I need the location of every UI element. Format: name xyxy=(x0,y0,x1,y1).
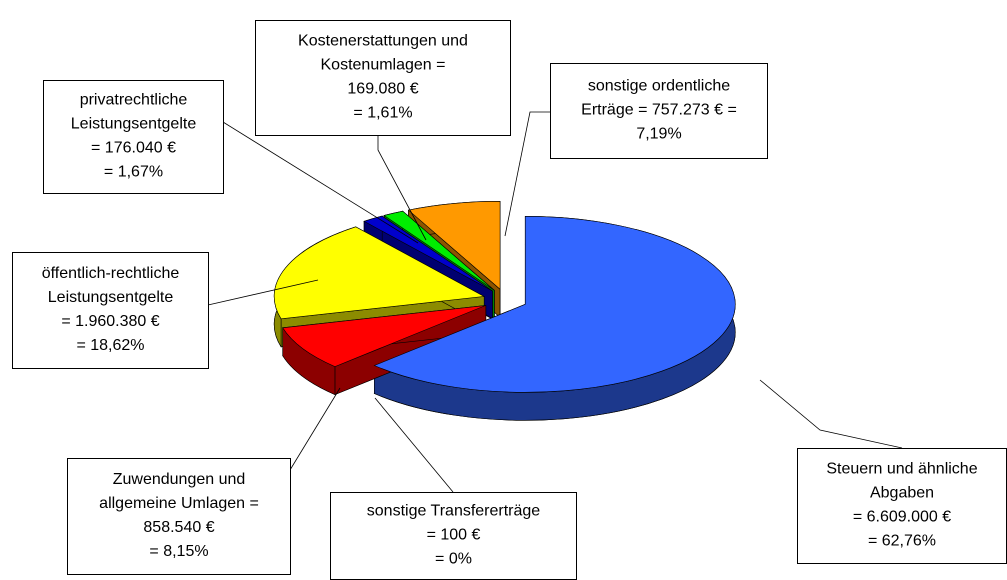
leader-line xyxy=(222,121,419,244)
label-line: = 18,62% xyxy=(76,337,144,354)
label-box xyxy=(550,63,768,159)
label-line: Kostenerstattungen und xyxy=(298,33,468,50)
label-line: = 6.609.000 € xyxy=(853,509,951,526)
slice xyxy=(383,210,495,291)
label-line: = 100 € xyxy=(427,527,481,544)
label-box xyxy=(255,20,511,136)
slice xyxy=(407,200,501,290)
slice xyxy=(282,305,486,367)
label-line: 858.540 € xyxy=(143,519,214,536)
label-line: sonstige ordentliche xyxy=(588,78,730,95)
leader-line xyxy=(504,111,550,237)
label-line: 169.080 € xyxy=(347,81,418,98)
label-line: Steuern und ähnliche xyxy=(826,461,977,478)
label-line: Kostenumlagen = xyxy=(321,57,446,74)
label-line: = 1,61% xyxy=(353,105,412,122)
leader-line xyxy=(289,387,341,471)
label-line: Zuwendungen und xyxy=(113,471,246,488)
label-line: 7,19% xyxy=(636,126,681,143)
slice xyxy=(363,215,493,292)
label-line: Leistungsentgelte xyxy=(48,289,174,306)
leader-line xyxy=(759,379,903,449)
slice xyxy=(273,226,486,320)
label-line: = 0% xyxy=(435,551,472,568)
label-box xyxy=(12,252,209,369)
label-line: = 176.040 € xyxy=(91,140,176,157)
label-line: = 1,67% xyxy=(104,164,163,181)
label-box xyxy=(797,448,1007,564)
label-line: Abgaben xyxy=(870,485,934,502)
label-box xyxy=(43,80,224,194)
leader-line xyxy=(377,135,427,241)
label-line: Erträge = 757.273 € = xyxy=(581,102,737,119)
leader-line xyxy=(207,279,319,306)
label-line: öffentlich-rechtliche xyxy=(42,265,180,282)
label-line: sonstige Transfererträge xyxy=(367,503,541,520)
slice xyxy=(373,215,736,393)
label-line: = 1.960.380 € xyxy=(61,313,159,330)
leader-line xyxy=(374,397,454,493)
label-line: Leistungsentgelte xyxy=(71,116,197,133)
label-line: = 8,15% xyxy=(149,543,208,560)
label-line: = 62,76% xyxy=(868,533,936,550)
label-box xyxy=(67,458,291,575)
label-line: allgemeine Umlagen = xyxy=(99,495,259,512)
label-line: privatrechtliche xyxy=(80,92,188,109)
